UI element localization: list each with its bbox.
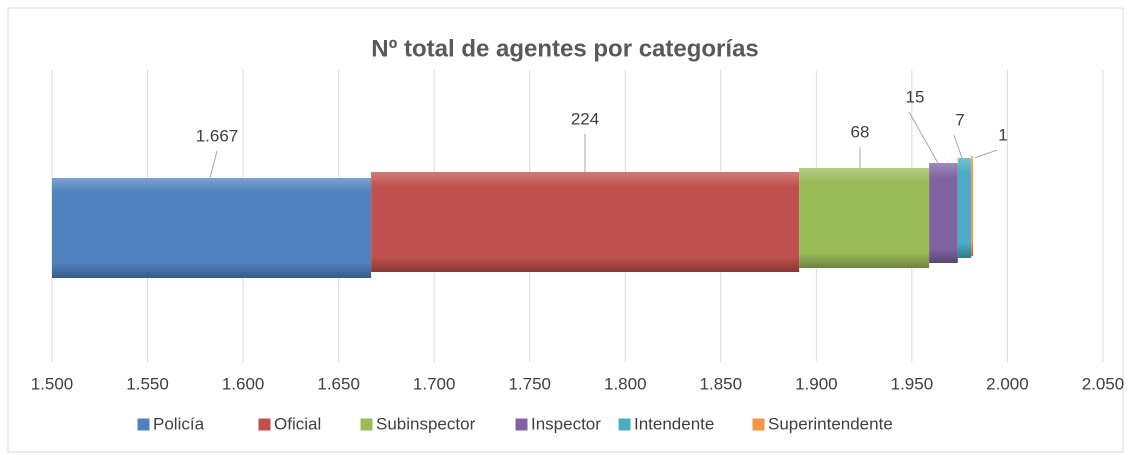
data-label: 15 (906, 87, 925, 106)
x-tick-label: 1.850 (700, 374, 743, 393)
x-tick-label: 2.000 (986, 374, 1029, 393)
legend-swatch (514, 417, 529, 432)
data-label: 1 (998, 125, 1007, 144)
leader-line (908, 111, 939, 164)
legend-swatch (136, 417, 151, 432)
x-tick-label: 1.750 (508, 374, 551, 393)
data-label: 1.667 (196, 126, 239, 145)
legend-label: Oficial (274, 414, 321, 433)
legend-swatch (751, 417, 766, 432)
bar-shade (929, 163, 958, 263)
data-label: 224 (571, 109, 599, 128)
bar-shade (971, 156, 974, 256)
data-label: 68 (851, 122, 870, 141)
x-tick-label: 1.500 (31, 374, 74, 393)
leader-line (209, 150, 218, 179)
x-tick-label: 1.800 (604, 374, 647, 393)
leader-line (974, 149, 998, 159)
legend-label: Policía (153, 414, 205, 433)
x-tick-label: 1.700 (413, 374, 456, 393)
x-tick-label: 1.950 (891, 374, 934, 393)
x-tick-label: 1.900 (795, 374, 838, 393)
x-tick-label: 1.650 (317, 374, 360, 393)
chart-title: Nº total de agentes por categorías (371, 35, 759, 62)
x-tick-label: 2.050 (1082, 374, 1125, 393)
legend-swatch (617, 417, 632, 432)
legend-swatch (257, 417, 272, 432)
legend-label: Superintendente (768, 414, 893, 433)
data-label: 7 (955, 110, 964, 129)
legend-label: Subinspector (376, 414, 476, 433)
x-tick-label: 1.550 (126, 374, 169, 393)
bar-shade (52, 178, 372, 278)
legend-label: Inspector (531, 414, 601, 433)
bar-shade (799, 168, 930, 268)
x-tick-label: 1.600 (222, 374, 265, 393)
legend-swatch (359, 417, 374, 432)
leader-line (953, 134, 963, 159)
bar-shade (957, 158, 972, 258)
bar-shade (371, 172, 800, 272)
bars (52, 156, 974, 278)
legend-label: Intendente (634, 414, 714, 433)
